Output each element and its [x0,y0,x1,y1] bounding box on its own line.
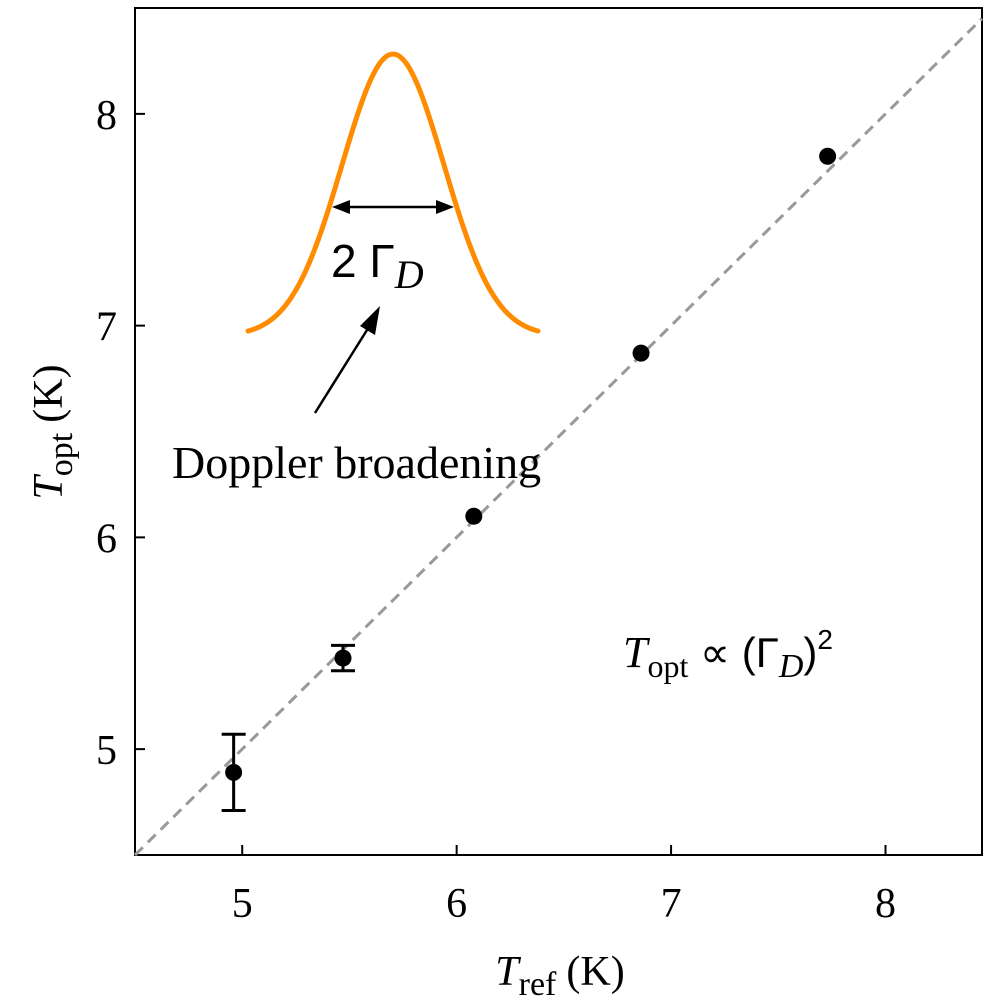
plot-frame [134,7,983,856]
x-axis-title-unit: (K) [566,949,624,995]
data-point [632,344,650,362]
y-tick-label: 5 [96,728,117,774]
data-point [819,147,837,165]
y-axis-title-unit: (K) [26,364,72,422]
doppler-broadening-label: Doppler broadening [172,437,541,488]
width-label: 2 ΓD [331,235,424,297]
data-point [334,649,352,667]
y-tick-label: 8 [96,93,117,139]
plot-area [134,7,983,856]
x-tick-label: 5 [232,881,253,927]
x-tick-label: 6 [446,881,467,927]
annotation-arrow-line [313,321,374,414]
annotation-lhs-sub: opt [647,648,688,684]
x-axis-title: Tref (K) [495,949,624,998]
width-label-sub: D [394,252,424,297]
annotation-relation: ∝ (Γ [688,629,778,676]
data-point [465,507,483,525]
y-axis-title-sub: opt [43,432,80,476]
x-ticks: 5 6 7 8 [232,845,896,927]
proportionality-annotation: Topt ∝ (ΓD)2 [623,624,833,685]
x-axis-title-sub: ref [519,966,557,998]
reference-diagonal-line [133,17,983,857]
doppler-inset: 2 ΓD Doppler broadening [172,51,541,488]
y-tick-label: 7 [96,305,117,351]
data-points [221,147,837,813]
annotation-gamma-sub: D [778,648,804,685]
annotation-lhs: T [623,628,651,677]
annotation-exponent: 2 [817,624,833,655]
y-axis-title: Topt (K) [26,364,80,499]
data-point [225,763,243,781]
gaussian-line-profile [245,51,541,334]
width-arrowhead-right [436,200,454,214]
y-axis-title-main: T [26,474,72,500]
annotation-arrowhead [360,306,380,335]
x-tick-label: 7 [661,881,682,927]
x-axis-title-main: T [495,949,521,995]
width-arrowhead-left [332,200,350,214]
x-tick-label: 8 [875,881,896,927]
annotation-close: ) [803,629,817,676]
y-ticks: 5 6 7 8 [96,93,145,774]
y-tick-label: 6 [96,516,117,562]
width-label-main: 2 Γ [331,235,395,287]
